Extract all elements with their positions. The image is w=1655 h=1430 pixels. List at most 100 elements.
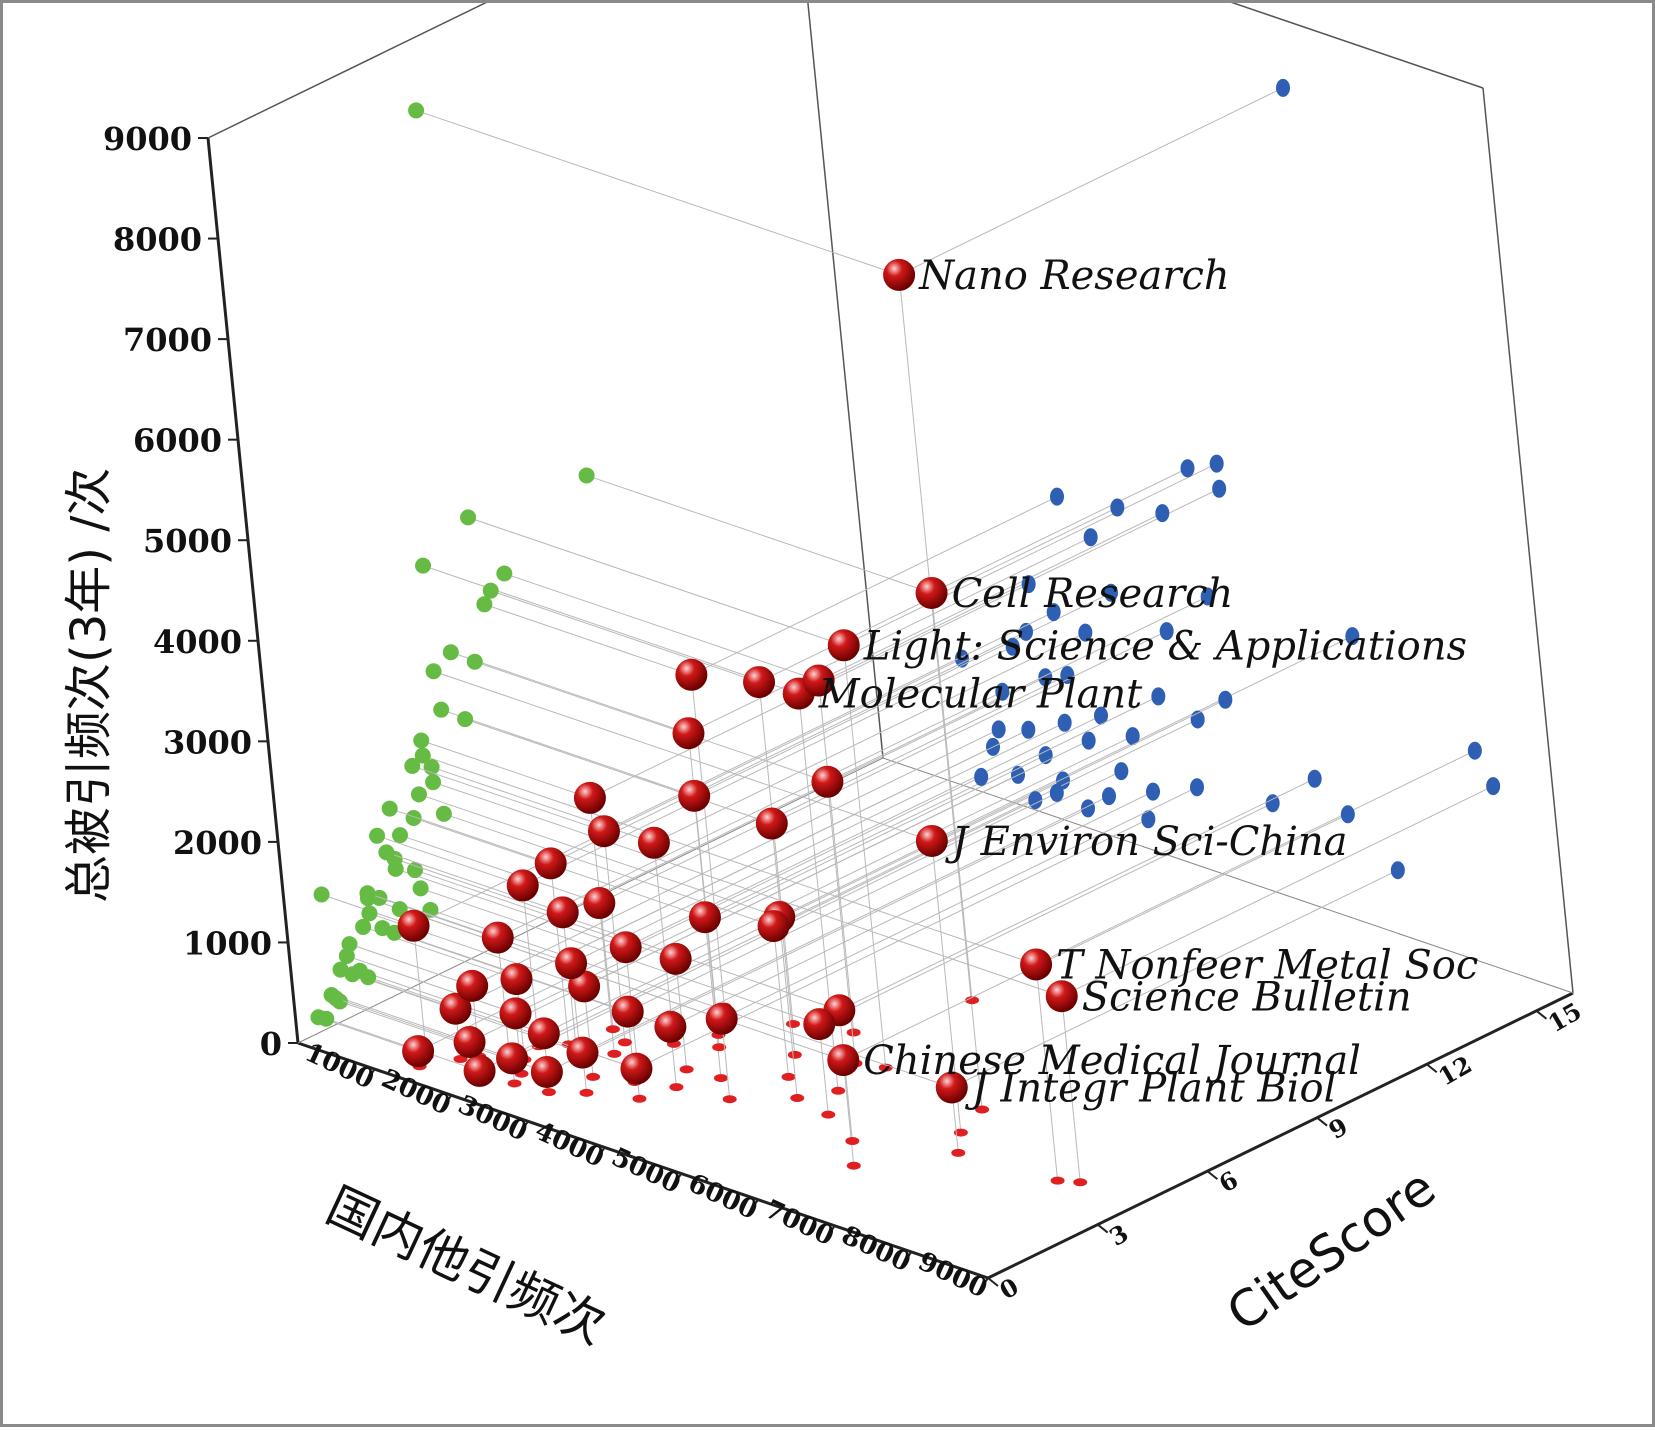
projection-line-yz — [399, 834, 600, 904]
wall-projection-dot — [1028, 791, 1043, 810]
data-point — [637, 826, 670, 859]
wall-projection-dot — [1083, 528, 1098, 547]
x-tick-label: 4000 — [530, 1116, 608, 1174]
wall-projection-dot — [369, 827, 386, 844]
floor-projection-dot — [965, 996, 980, 1005]
data-point — [1020, 948, 1053, 981]
axis-box — [206, 3, 1574, 1280]
projection-line-yz — [504, 573, 819, 682]
projection-line-xz — [693, 592, 1112, 797]
floor-projection-dot — [632, 1094, 647, 1103]
wall-projection-dot — [371, 889, 388, 906]
projection-line-yz — [331, 994, 470, 1043]
projection-line-xz — [843, 463, 1217, 646]
z-tick-label: 5000 — [143, 522, 232, 560]
projection-line-yz — [443, 813, 774, 927]
wall-projection-dot — [332, 961, 349, 978]
data-point — [568, 970, 601, 1003]
y-tick-label: 12 — [1433, 1050, 1476, 1092]
x-tick-label: 9000 — [913, 1247, 991, 1305]
wall-projection-dot — [1209, 454, 1224, 473]
floor-projection-dot — [846, 1161, 861, 1170]
floor-projection-dot — [951, 1148, 966, 1157]
projection-line-yz — [586, 474, 932, 594]
projection-line-floor — [1061, 996, 1081, 1183]
data-point — [546, 896, 579, 929]
projection-line-yz — [389, 808, 551, 864]
x-tick-mark — [519, 1120, 529, 1134]
wall-projection-dot — [381, 800, 398, 817]
projection-line-xz — [951, 869, 1399, 1088]
data-point — [654, 1010, 687, 1043]
wall-projection-dot — [1345, 627, 1360, 646]
wall-projection-dot — [1125, 727, 1140, 746]
projection-line-xz — [1035, 750, 1476, 965]
floor-projection-dot — [617, 1038, 632, 1047]
wall-projection-dot — [408, 102, 425, 119]
data-point — [496, 1042, 529, 1075]
z-tick-label: 6000 — [133, 422, 222, 460]
x-tick-label: 7000 — [760, 1194, 838, 1252]
x-tick-mark — [672, 1173, 683, 1187]
data-point — [705, 1002, 738, 1035]
data-point — [915, 576, 948, 609]
projection-line-yz — [346, 955, 516, 1014]
wall-projection-dot — [974, 767, 989, 786]
z-tick-label: 9000 — [103, 120, 192, 158]
wall-projection-dot — [1141, 810, 1156, 829]
projection-line-yz — [430, 909, 952, 1088]
x-tick-label: 3000 — [453, 1090, 531, 1148]
data-point — [611, 995, 644, 1028]
data-point — [802, 664, 835, 697]
y-tick-mark — [1535, 1010, 1548, 1020]
projection-line-floor — [704, 917, 722, 1079]
wall-projection-dot — [360, 969, 377, 986]
data-point — [534, 847, 567, 880]
z-tick-label: 4000 — [153, 623, 242, 661]
data-point — [500, 963, 533, 996]
point-label: Light: Science & Applications — [863, 623, 1467, 669]
wall-projection-dot — [457, 711, 474, 728]
data-point — [456, 969, 489, 1002]
projection-line-xz — [675, 735, 1133, 960]
floor-projection-dot — [786, 1019, 801, 1028]
wall-projection-dot — [496, 565, 513, 582]
projection-line-yz — [418, 793, 780, 918]
data-point — [620, 1052, 653, 1085]
projection-line-yz — [433, 670, 933, 842]
wall-projection-dot — [1005, 637, 1020, 656]
projection-line-floor — [1035, 964, 1059, 1181]
floor-projection-dot — [821, 1110, 836, 1119]
projection-line-xz — [515, 754, 1046, 1014]
wall-projection-dot — [1265, 794, 1280, 813]
wall-projection-dot — [344, 966, 361, 983]
wall-projection-dot — [991, 720, 1006, 739]
data-point — [499, 997, 532, 1030]
wall-projection-dot — [425, 663, 442, 680]
wall-projection-dot — [413, 732, 430, 749]
y-tick-label: 9 — [1324, 1111, 1353, 1144]
projection-line-yz — [415, 109, 900, 276]
z-tick-label: 8000 — [113, 221, 202, 259]
wall-projection-dot — [1276, 78, 1290, 97]
data-point — [609, 931, 642, 964]
floor-projection-dot — [712, 1043, 727, 1052]
data-point — [672, 717, 705, 750]
projection-line-floor — [818, 680, 855, 1033]
wall-projection-dot — [442, 644, 459, 661]
x-axis-title: 国内他引频次 — [318, 1176, 614, 1355]
floor-projection-dot — [507, 1079, 522, 1088]
projection-line-floor — [773, 926, 790, 1077]
wall-projection-dot — [1057, 713, 1072, 732]
y-tick-mark — [1316, 1116, 1328, 1127]
data-point — [397, 909, 430, 942]
point-label: Molecular Plant — [818, 672, 1143, 718]
projection-line-yz — [467, 516, 844, 646]
projection-line-yz — [412, 765, 605, 832]
point-label: Science Bulletin — [1082, 974, 1412, 1020]
z-tick-label: 2000 — [173, 824, 262, 862]
wall-projection-dot — [1038, 668, 1053, 687]
projection-line-floor — [758, 682, 794, 1025]
y-tick-mark — [987, 1277, 999, 1287]
projection-line-xz — [570, 722, 1065, 964]
